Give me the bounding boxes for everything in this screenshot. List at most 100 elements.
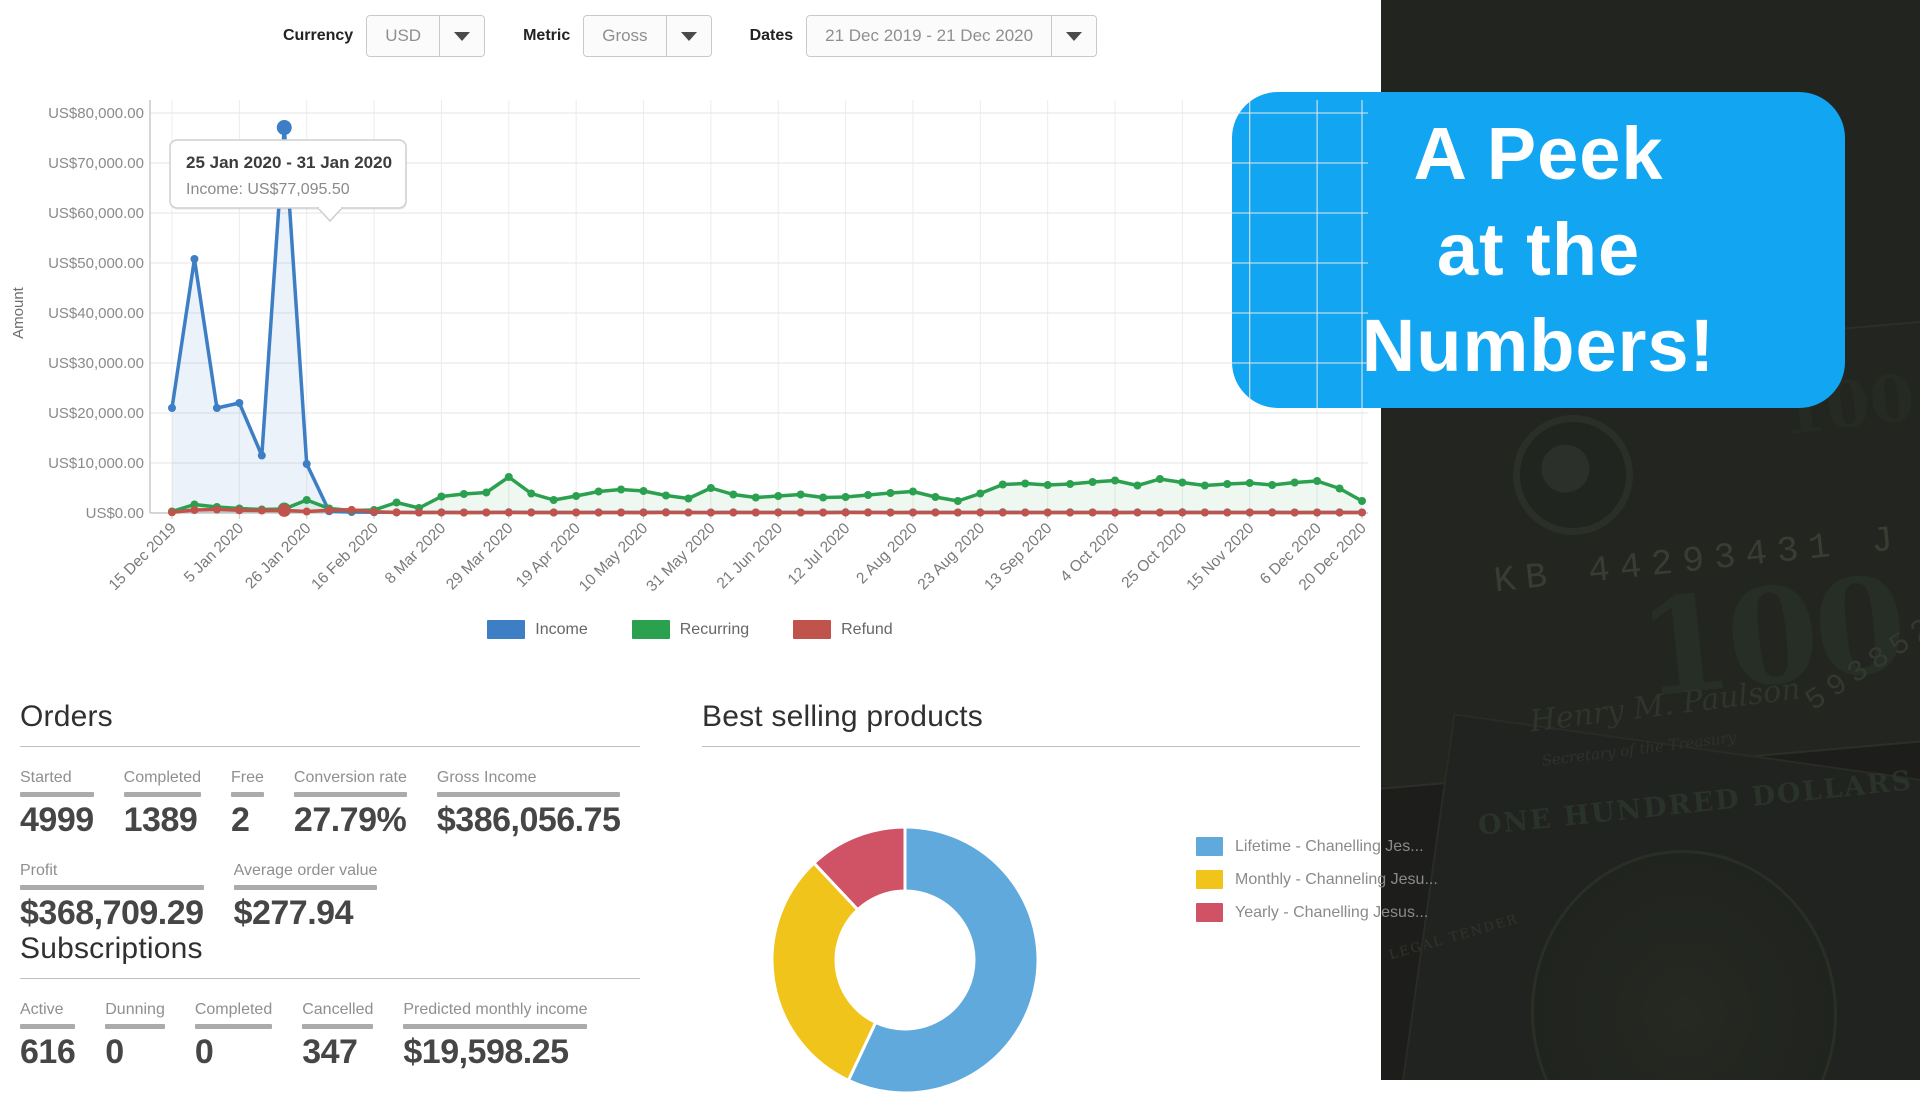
svg-text:10 May 2020: 10 May 2020 [576,520,652,596]
svg-text:2 Aug 2020: 2 Aug 2020 [853,520,921,588]
legend-item-recurring[interactable]: Recurring [631,620,749,639]
best-selling-title: Best selling products [702,700,1360,747]
stat-underline-bar [233,885,378,890]
svg-text:25 Jan 2020 - 31 Jan 2020: 25 Jan 2020 - 31 Jan 2020 [186,153,392,172]
legend-label: Yearly - Chanelling Jesus... [1235,903,1429,921]
svg-text:15 Dec 2019: 15 Dec 2019 [106,520,180,594]
revenue-chart[interactable]: US$0.00 US$10,000.00 US$20,000.00 US$30,000… [6,80,1374,628]
best-selling-chart-area: Lifetime - Chanelling Jes... Monthly - Ch… [702,747,1438,1119]
metric-caret-box [665,16,711,56]
stat-label: Started [20,769,72,786]
donut-legend-item[interactable]: Monthly - Channeling Jesu... [1196,870,1438,889]
dates-label: Dates [749,27,794,44]
legend-label: Refund [841,620,893,638]
stat-underline-bar [436,792,621,797]
legend-swatch [1196,837,1223,856]
stat-label: Average order value [233,862,378,879]
orders-stats-row-1: Started 4999 Completed 1389 Free 2 Conversion … [20,769,640,840]
svg-text:US$30,000.00: US$30,000.00 [48,355,144,372]
chart-tooltip: 25 Jan 2020 - 31 Jan 2020 Income: US$77,0… [169,139,407,223]
svg-text:5 Jan 2020: 5 Jan 2020 [181,520,248,587]
donut-legend-item[interactable]: Lifetime - Chanelling Jes... [1196,837,1438,856]
metric-label: Metric [523,27,571,44]
subscriptions-stats-row: Active 616 Dunning 0 Completed 0 Cancelled 347 P… [20,1001,640,1072]
legend-label: Monthly - Channeling Jesu... [1235,870,1438,888]
svg-text:Income: US$77,095.50: Income: US$77,095.50 [186,181,350,198]
promo-banner: A Peek at the Numbers! [1232,92,1845,408]
currency-dropdown[interactable]: USD [366,15,486,57]
svg-text:US$20,000.00: US$20,000.00 [48,405,144,422]
currency-label: Currency [282,27,354,44]
legend-swatch [1196,903,1223,922]
stat-underline-bar [403,1024,588,1029]
stat-underline-bar [194,1024,273,1029]
subscriptions-section: Subscriptions Active 616 Dunning 0 Completed… [20,932,640,1072]
stat-label: Profit [20,862,58,879]
stat-dunning: Dunning 0 [105,1001,165,1072]
svg-text:US$60,000.00: US$60,000.00 [48,205,144,222]
stat-underline-bar [123,792,202,797]
stat-gross-income: Gross Income $386,056.75 [436,769,621,840]
svg-text:25 Oct 2020: 25 Oct 2020 [1118,520,1190,592]
stat-value: 347 [302,1033,358,1071]
best-selling-donut-chart[interactable] [765,820,1045,1100]
svg-text:4 Oct 2020: 4 Oct 2020 [1057,520,1123,586]
svg-text:26 Jan 2020: 26 Jan 2020 [242,520,315,593]
stat-value: $368,709.29 [20,894,204,932]
legend-label: Income [535,620,588,638]
stat-average-order-value: Average order value $277.94 [233,862,378,933]
svg-text:29 Mar 2020: 29 Mar 2020 [443,520,517,594]
stat-underline-bar [20,792,94,797]
stat-started: Started 4999 [20,769,94,840]
banner-line-1: A Peek [1413,111,1664,195]
svg-text:13 Sep 2020: 13 Sep 2020 [981,520,1055,594]
donut-slice [770,860,878,1083]
stat-label: Cancelled [302,1001,374,1018]
svg-text:8 Mar 2020: 8 Mar 2020 [382,520,450,588]
legend-label: Lifetime - Chanelling Jes... [1235,837,1424,855]
legend-swatch [793,620,832,639]
stat-underline-bar [20,1024,76,1029]
legend-swatch [631,620,670,639]
stat-label: Completed [194,1001,273,1018]
stat-value: 4999 [20,801,94,839]
chevron-down-icon [1066,31,1083,41]
stat-value: 27.79% [293,801,407,839]
filter-controls: Currency USD Metric Gross Dates 21 Dec 2… [0,14,1380,58]
svg-text:US$40,000.00: US$40,000.00 [48,305,144,322]
metric-dropdown[interactable]: Gross [583,15,712,57]
svg-text:US$0.00: US$0.00 [86,505,144,522]
y-axis-title: Amount [10,286,27,339]
svg-text:23 Aug 2020: 23 Aug 2020 [915,520,989,594]
dates-value: 21 Dec 2019 - 21 Dec 2020 [825,26,1034,45]
stat-predicted-monthly-income: Predicted monthly income $19,598.25 [403,1001,588,1072]
banner-line-2: at the [1436,207,1641,291]
svg-text:19 Apr 2020: 19 Apr 2020 [513,520,584,591]
stat-value: 1389 [123,801,198,839]
stat-value: $277.94 [233,894,354,932]
svg-text:US$10,000.00: US$10,000.00 [48,455,144,472]
stat-underline-bar [231,792,264,797]
stat-label: Conversion rate [293,769,407,786]
svg-text:US$70,000.00: US$70,000.00 [48,155,144,172]
stat-label: Dunning [105,1001,165,1018]
dates-dropdown[interactable]: 21 Dec 2019 - 21 Dec 2020 [806,15,1098,57]
svg-text:12 Jul 2020: 12 Jul 2020 [785,520,854,589]
stat-conversion-rate: Conversion rate 27.79% [293,769,407,840]
legend-item-income[interactable]: Income [487,620,588,639]
orders-title: Orders [20,700,640,747]
stat-cancelled: Cancelled 347 [302,1001,374,1072]
donut-slice [811,825,907,912]
stat-active: Active 616 [20,1001,76,1072]
best-selling-legend: Lifetime - Chanelling Jes... Monthly - Ch… [1196,837,1438,936]
chevron-down-icon [680,31,697,41]
legend-swatch [487,620,526,639]
currency-caret-box [439,16,484,56]
stat-completed: Completed 1389 [123,769,202,840]
metric-value: Gross [602,26,648,45]
svg-text:US$50,000.00: US$50,000.00 [48,255,144,272]
legend-item-refund[interactable]: Refund [793,620,893,639]
donut-legend-item[interactable]: Yearly - Chanelling Jesus... [1196,903,1438,922]
stat-value: $386,056.75 [436,801,621,839]
stat-underline-bar [293,792,407,797]
